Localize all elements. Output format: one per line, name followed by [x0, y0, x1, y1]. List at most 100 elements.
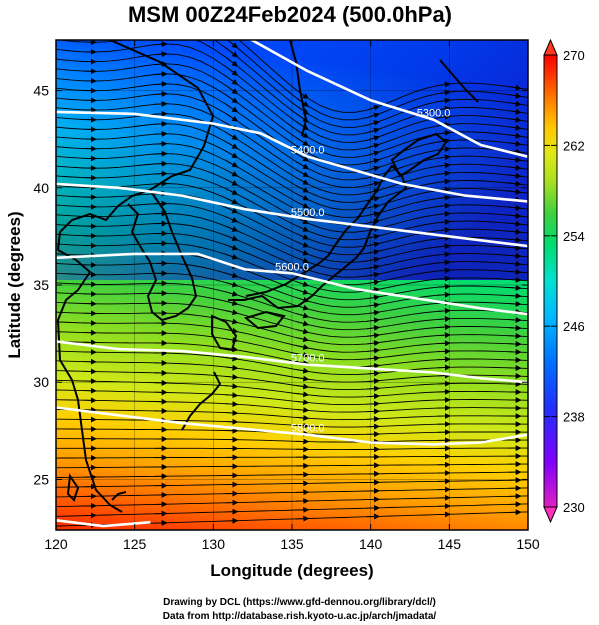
wind-arrow: [295, 169, 310, 177]
wind-streamlines: [56, 40, 528, 529]
streamline: [56, 103, 528, 188]
wind-arrow: [224, 47, 239, 58]
wind-arrow: [366, 370, 381, 377]
streamline: [56, 213, 528, 271]
streamline: [56, 438, 528, 443]
colorbar-top-arrow: [543, 38, 558, 56]
wind-arrow: [366, 332, 381, 339]
wind-arrow: [295, 375, 310, 382]
wind-arrow: [437, 81, 451, 88]
wind-arrow: [508, 260, 522, 267]
x-tick-label-120: 120: [44, 536, 68, 552]
wind-arrow: [295, 265, 310, 272]
wind-arrow: [225, 290, 239, 297]
streamline: [56, 163, 528, 233]
credit-line-2: Data from http://database.rish.kyoto-u.a…: [162, 611, 437, 622]
streamline: [226, 40, 528, 121]
wind-arrow: [224, 140, 239, 149]
wind-arrow: [295, 105, 309, 115]
wind-arrow: [437, 138, 451, 145]
wind-arrow: [295, 161, 310, 170]
wind-arrow: [508, 156, 522, 163]
wind-arrow: [437, 130, 451, 137]
wind-arrow: [437, 332, 451, 339]
wind-arrow: [295, 89, 309, 100]
wind-arrow: [437, 259, 451, 266]
colorbar-tick-label-230: 230: [563, 500, 585, 515]
contour-label: 5500.0: [291, 207, 325, 219]
wind-arrow: [295, 209, 310, 216]
streamline: [56, 321, 528, 353]
streamline: [56, 418, 528, 428]
wind-arrow: [508, 108, 522, 115]
streamline: [56, 311, 528, 346]
coastline-sakhalin: [289, 40, 308, 137]
wind-arrow: [224, 65, 239, 76]
wind-arrow: [225, 409, 239, 416]
streamline: [56, 40, 528, 136]
wind-arrow: [508, 316, 522, 323]
wind-arrow: [366, 378, 381, 385]
wind-arrow: [295, 367, 310, 374]
wind-arrow: [508, 180, 522, 187]
wind-arrow: [225, 401, 239, 408]
streamline: [56, 123, 528, 203]
streamline: [56, 350, 528, 376]
wind-arrow: [224, 206, 239, 214]
wind-arrow: [295, 407, 310, 414]
wind-arrow: [366, 347, 381, 354]
wind-arrow: [295, 153, 310, 162]
wind-arrow: [366, 294, 381, 301]
wind-arrow: [154, 51, 168, 58]
wind-arrow: [225, 281, 239, 288]
streamline: [238, 40, 528, 113]
wind-arrow: [366, 127, 380, 134]
wind-arrow: [366, 241, 381, 248]
wind-arrow: [295, 422, 310, 429]
wind-arrow: [224, 272, 239, 279]
x-tick-label-125: 125: [123, 536, 147, 552]
contour-label: 5300.0: [417, 108, 451, 120]
height-contour: [56, 252, 528, 316]
wind-arrow: [508, 84, 522, 91]
wind-arrow: [437, 356, 451, 363]
wind-arrow: [437, 97, 451, 104]
wind-arrow: [295, 351, 310, 358]
height-contour: [56, 110, 528, 203]
wind-arrow: [437, 154, 451, 161]
wind-arrow: [508, 220, 522, 227]
wind-arrow: [366, 385, 381, 392]
streamline: [56, 113, 528, 196]
wind-arrow: [224, 244, 239, 251]
wind-arrow: [295, 257, 310, 264]
wind-arrow: [224, 225, 239, 232]
colorbar-tick-label-262: 262: [563, 138, 585, 153]
colorbar-tick-label-238: 238: [563, 410, 585, 425]
wind-arrow: [366, 317, 381, 324]
wind-arrow: [154, 100, 168, 107]
wind-arrow: [366, 264, 381, 271]
x-axis-label: Longitude (degrees): [210, 561, 373, 580]
wind-arrow: [224, 84, 239, 95]
coastline-ryukyu: [181, 371, 222, 431]
wind-arrow: [437, 89, 451, 96]
coastline-islands-south: [111, 491, 127, 501]
colorbar-tick-label-246: 246: [563, 319, 585, 334]
coastline-taiwan: [66, 473, 80, 502]
wind-arrow: [366, 218, 380, 225]
wind-arrow: [295, 344, 310, 350]
wind-arrow: [366, 211, 380, 218]
wind-arrow: [437, 210, 451, 217]
wind-arrow: [366, 400, 381, 407]
wind-arrow: [295, 320, 310, 327]
wind-arrow: [295, 185, 310, 193]
contour-label: 5800.0: [291, 423, 325, 435]
wind-arrow: [366, 408, 381, 415]
wind-arrow: [508, 268, 522, 275]
height-contour: [56, 340, 528, 384]
wind-arrow: [437, 170, 451, 177]
streamline: [56, 143, 528, 218]
y-tick-label-45: 45: [33, 83, 49, 99]
coastline-hokkaido: [390, 132, 448, 178]
